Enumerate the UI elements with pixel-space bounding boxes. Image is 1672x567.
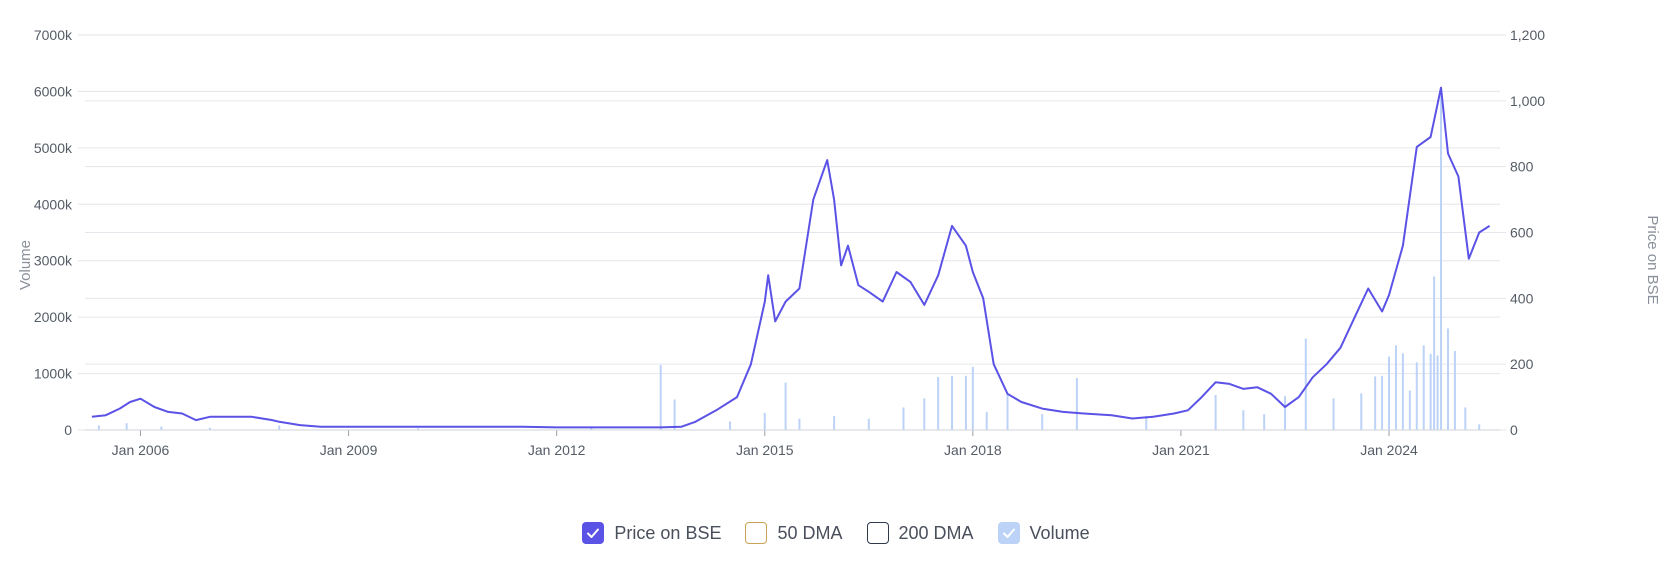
volume-bar — [1381, 375, 1384, 430]
volume-bar — [1464, 407, 1467, 430]
left-tick-label: 1000k — [34, 366, 73, 382]
volume-bar — [867, 418, 870, 430]
volume-bar — [1429, 353, 1432, 430]
volume-bar — [1332, 398, 1335, 430]
x-tick-label: Jan 2009 — [320, 442, 378, 458]
volume-bar — [1075, 378, 1078, 430]
right-tick-label: 600 — [1510, 225, 1534, 241]
volume-bar — [125, 423, 128, 430]
volume-bar — [659, 365, 662, 430]
left-tick-label: 3000k — [34, 253, 73, 269]
right-tick-label: 1,000 — [1510, 93, 1545, 109]
price-volume-chart: 0 1000k 2000k 3000k 4000k 5000k 6000k 7000k 0 20… — [17, 27, 1661, 458]
volume-bar — [1478, 424, 1481, 430]
volume-bar — [1263, 414, 1266, 430]
volume-bar — [1041, 414, 1044, 430]
price-checkbox[interactable] — [582, 522, 605, 544]
volume-bar — [1440, 90, 1443, 431]
right-tick-label: 200 — [1510, 356, 1534, 372]
volume-bar — [1433, 276, 1436, 430]
volume-bar — [763, 413, 766, 430]
volume-bar — [1006, 393, 1009, 430]
price-line-group — [91, 86, 1491, 429]
volume-bar — [1436, 355, 1439, 430]
legend-label-volume: Volume — [1029, 522, 1090, 543]
check-icon — [587, 528, 600, 538]
volume-bar — [1214, 395, 1217, 430]
left-axis-title: Volume — [17, 240, 34, 290]
volume-bar — [1401, 353, 1404, 430]
volume-bar — [1446, 328, 1449, 430]
legend-label-50dma: 50 DMA — [777, 522, 843, 543]
legend-label-price: Price on BSE — [614, 522, 722, 543]
volume-bar — [951, 375, 954, 430]
volume-bar — [798, 418, 801, 430]
legend-item-volume[interactable]: Volume — [997, 522, 1090, 544]
right-axis-title: Price on BSE — [1644, 215, 1661, 304]
check-icon — [1002, 528, 1015, 538]
volume-bar — [590, 427, 593, 430]
legend-item-200dma[interactable]: 200 DMA — [866, 522, 974, 544]
x-tick-label: Jan 2015 — [736, 442, 794, 458]
volume-bar — [208, 427, 211, 430]
x-axis-ticks: Jan 2006 Jan 2009 Jan 2012 Jan 2015 Jan 2018… — [85, 429, 1500, 458]
volume-bar — [1422, 345, 1425, 430]
volume-bar — [833, 415, 836, 430]
x-tick-label: Jan 2024 — [1360, 442, 1418, 458]
legend-item-price[interactable]: Price on BSE — [582, 522, 721, 544]
right-tick-label: 400 — [1510, 290, 1534, 306]
price-line — [91, 86, 1491, 429]
volume-bar — [1242, 410, 1245, 430]
volume-bar — [1304, 338, 1307, 430]
right-tick-label: 0 — [1510, 422, 1518, 438]
volume-bar — [971, 366, 974, 430]
volume-bar — [1394, 345, 1397, 430]
volume-bar — [1453, 351, 1456, 430]
right-axis-ticks: 0 200 400 600 800 1,000 1,200 — [1510, 27, 1545, 438]
volume-bar — [729, 421, 732, 430]
volume-bar — [1374, 376, 1377, 430]
x-tick-label: Jan 2021 — [1152, 442, 1210, 458]
volume-bar — [1388, 356, 1391, 430]
volume-bar — [784, 382, 787, 430]
volume-bar — [673, 399, 676, 430]
left-tick-label: 6000k — [34, 83, 73, 99]
left-tick-label: 7000k — [34, 27, 73, 43]
left-tick-label: 4000k — [34, 196, 73, 212]
dma200-checkbox[interactable] — [866, 522, 889, 544]
volume-bars — [97, 90, 1481, 431]
x-tick-label: Jan 2018 — [944, 442, 1002, 458]
volume-bar — [278, 425, 281, 430]
volume-bar — [923, 398, 926, 430]
chart-legend: Price on BSE 50 DMA 200 DMA Volume — [0, 522, 1672, 544]
volume-bar — [964, 375, 967, 430]
dma50-checkbox[interactable] — [745, 522, 768, 544]
volume-bar — [416, 428, 419, 430]
right-tick-label: 800 — [1510, 159, 1534, 175]
volume-bar — [1283, 396, 1286, 430]
volume-bar — [1360, 393, 1363, 430]
volume-bar — [1415, 362, 1418, 430]
volume-bar — [1408, 390, 1411, 430]
left-tick-label: 0 — [64, 422, 72, 438]
left-tick-label: 5000k — [34, 140, 73, 156]
x-tick-label: Jan 2006 — [112, 442, 170, 458]
x-tick-label: Jan 2012 — [528, 442, 586, 458]
grid-lines — [78, 34, 1506, 431]
left-axis-ticks: 0 1000k 2000k 3000k 4000k 5000k 6000k 7000k — [34, 27, 73, 438]
legend-item-50dma[interactable]: 50 DMA — [745, 522, 843, 544]
right-tick-label: 1,200 — [1510, 27, 1545, 43]
volume-bar — [160, 426, 163, 430]
volume-bar — [985, 411, 988, 430]
left-tick-label: 2000k — [34, 309, 73, 325]
volume-bar — [1145, 415, 1148, 430]
legend-label-200dma: 200 DMA — [898, 522, 974, 543]
volume-checkbox[interactable] — [997, 522, 1020, 544]
volume-bar — [937, 376, 940, 430]
volume-bar — [97, 425, 100, 430]
volume-bar — [902, 407, 905, 430]
